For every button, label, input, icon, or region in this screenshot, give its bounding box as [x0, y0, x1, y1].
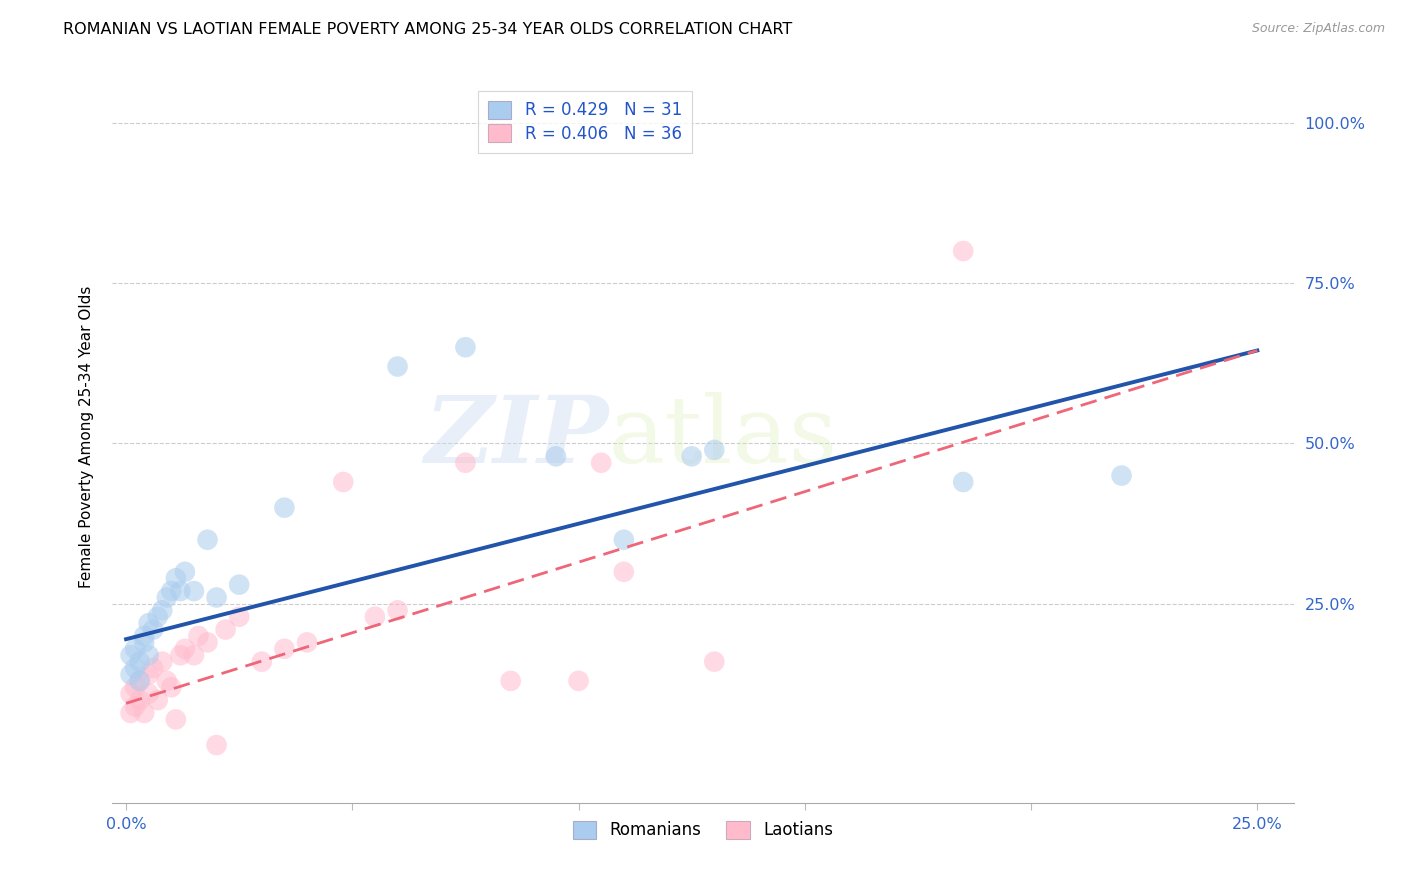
Legend: Romanians, Laotians: Romanians, Laotians [562, 811, 844, 849]
Point [156, 591, 179, 605]
Text: ROMANIAN VS LAOTIAN FEMALE POVERTY AMONG 25-34 YEAR OLDS CORRELATION CHART: ROMANIAN VS LAOTIAN FEMALE POVERTY AMONG… [63, 22, 793, 37]
Point [150, 655, 173, 669]
Point [228, 577, 250, 591]
Point [165, 571, 187, 585]
Point [295, 635, 318, 649]
Point [160, 681, 183, 695]
Point [120, 667, 142, 681]
Point [499, 673, 522, 688]
Point [124, 681, 146, 695]
Point [120, 687, 142, 701]
Point [205, 591, 228, 605]
Point [128, 693, 150, 707]
Point [1111, 468, 1133, 483]
Point [150, 603, 173, 617]
Point [120, 648, 142, 663]
Point [250, 655, 273, 669]
Point [124, 699, 146, 714]
Point [128, 655, 150, 669]
Point [160, 584, 183, 599]
Point [169, 584, 191, 599]
Point [613, 565, 636, 579]
Point [173, 641, 195, 656]
Point [183, 648, 205, 663]
Point [197, 533, 219, 547]
Point [142, 661, 165, 675]
Point [952, 244, 974, 258]
Point [169, 648, 191, 663]
Point [364, 609, 387, 624]
Point [134, 635, 156, 649]
Point [138, 648, 160, 663]
Point [120, 706, 142, 720]
Point [205, 738, 228, 752]
Point [567, 673, 589, 688]
Point [214, 623, 236, 637]
Point [138, 687, 160, 701]
Point [544, 450, 567, 464]
Point [124, 661, 146, 675]
Point [332, 475, 354, 489]
Y-axis label: Female Poverty Among 25-34 Year Olds: Female Poverty Among 25-34 Year Olds [79, 286, 94, 588]
Point [128, 673, 150, 688]
Point [454, 340, 477, 354]
Point [138, 616, 160, 631]
Point [134, 706, 156, 720]
Point [591, 456, 613, 470]
Point [124, 641, 146, 656]
Point [197, 635, 219, 649]
Point [128, 673, 150, 688]
Point [703, 442, 725, 457]
Point [146, 693, 169, 707]
Point [183, 584, 205, 599]
Point [681, 450, 703, 464]
Point [273, 641, 295, 656]
Point [387, 359, 409, 374]
Point [138, 667, 160, 681]
Point [454, 456, 477, 470]
Point [228, 609, 250, 624]
Point [156, 673, 179, 688]
Point [165, 712, 187, 726]
Text: ZIP: ZIP [425, 392, 609, 482]
Point [173, 565, 195, 579]
Text: atlas: atlas [609, 392, 838, 482]
Point [703, 655, 725, 669]
Point [387, 603, 409, 617]
Point [273, 500, 295, 515]
Point [613, 533, 636, 547]
Point [952, 475, 974, 489]
Point [187, 629, 209, 643]
Text: Source: ZipAtlas.com: Source: ZipAtlas.com [1251, 22, 1385, 36]
Point [142, 623, 165, 637]
Point [146, 609, 169, 624]
Point [134, 629, 156, 643]
